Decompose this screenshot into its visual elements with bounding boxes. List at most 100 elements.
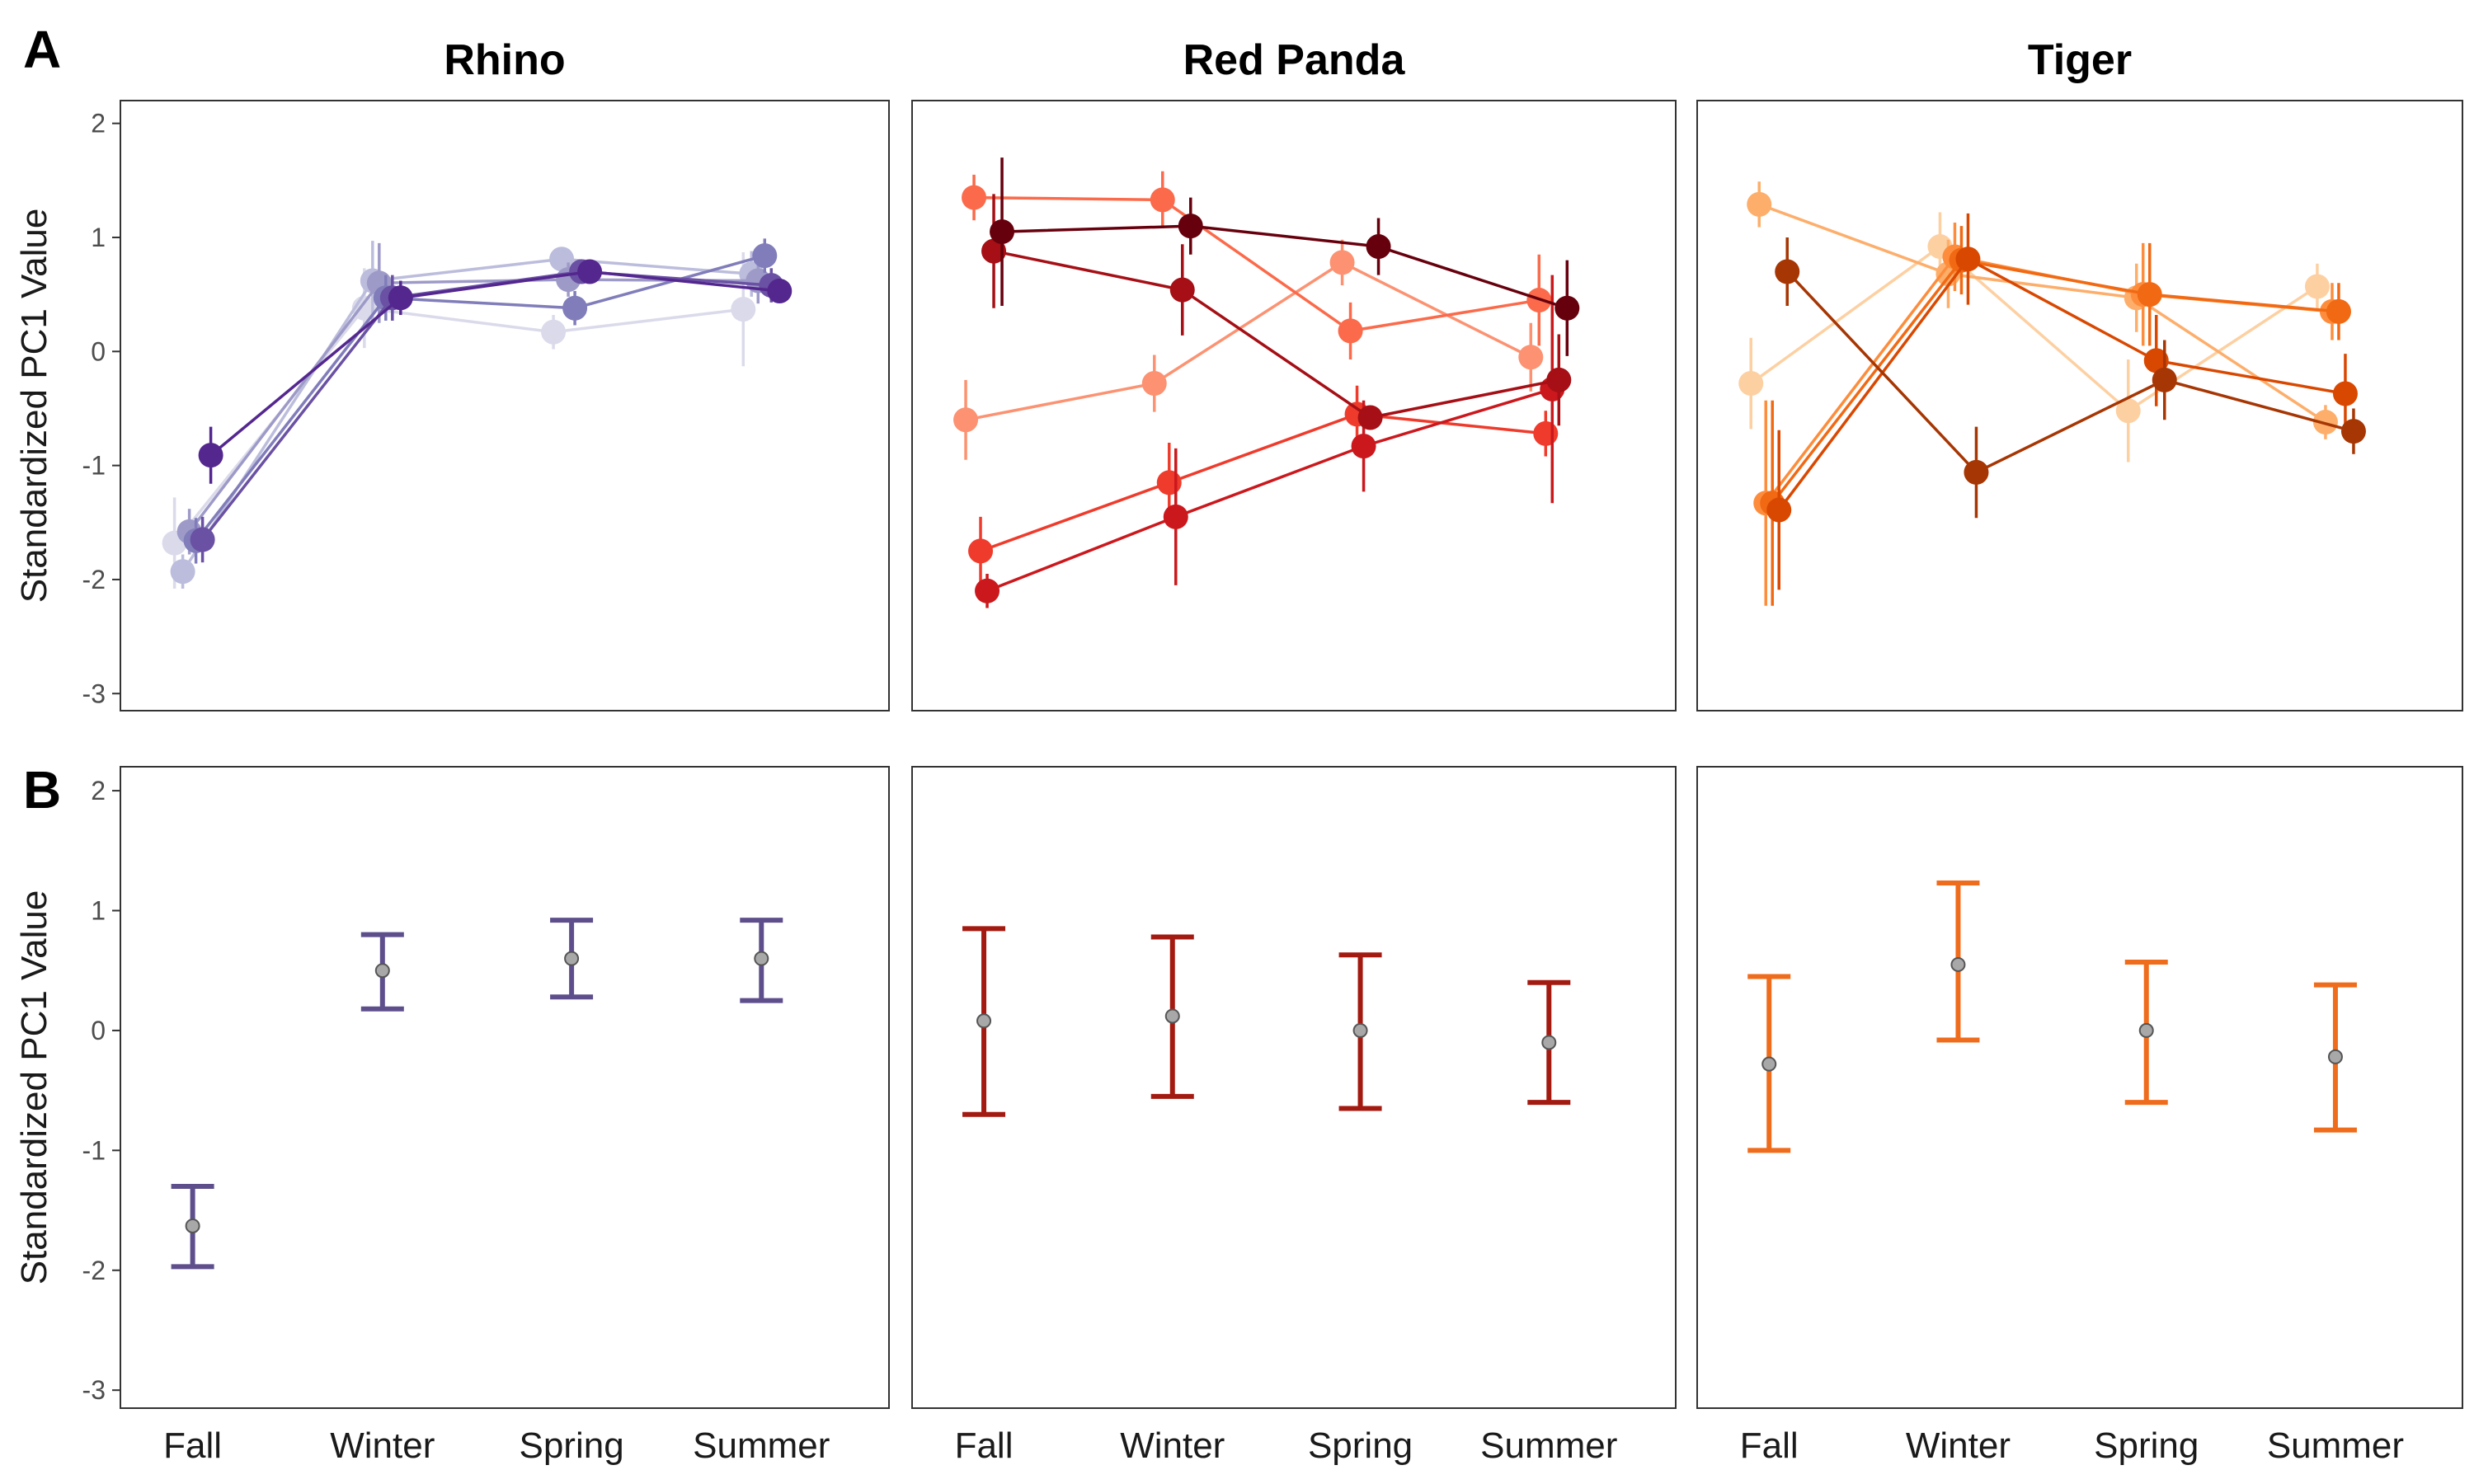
panel-frame [120, 766, 890, 1409]
mean-point [2138, 1022, 2154, 1038]
data-point [1554, 295, 1580, 321]
y-tick-label: 0 [91, 1016, 106, 1045]
data-point [1546, 367, 1572, 392]
panel-a-rhino: Rhino 2 1 0 -1 -2 -3 Standardized PC1 Value [14, 36, 890, 711]
panel-frame [1696, 766, 2463, 1409]
data-point [1156, 470, 1182, 495]
data-point [2312, 410, 2338, 435]
series-line [1758, 203, 2326, 424]
data-point [1955, 247, 1981, 272]
panel-b-tiger: Fall Winter Spring Summer [1696, 766, 2463, 1466]
data-point [962, 185, 987, 210]
mean-point [185, 1218, 200, 1233]
summary-spring [1338, 952, 1382, 1111]
mean-point [1541, 1035, 1557, 1050]
x-tick-label: Winter [1906, 1425, 2011, 1466]
series-line [181, 257, 752, 573]
series-line [1001, 224, 1568, 310]
y-axis-title: Standardized PC1 Value [14, 209, 54, 603]
y-axis-title: Standardized PC1 Value [14, 890, 54, 1285]
series-2 [962, 171, 1552, 359]
y-tick-label: 1 [91, 223, 106, 252]
y-tick-label: -3 [82, 679, 106, 708]
summary-fall [171, 1183, 214, 1270]
x-tick-label: Summer [1480, 1425, 1617, 1466]
data-point [2340, 419, 2366, 444]
mean-point [374, 963, 390, 979]
data-point [2152, 367, 2177, 392]
series-line [980, 412, 1546, 553]
y-tick-label: -2 [82, 565, 106, 594]
y-tick-label: 2 [91, 776, 106, 805]
mean-point [564, 951, 580, 966]
y-tick-label: -1 [82, 1135, 106, 1165]
series-line [1771, 258, 2340, 505]
data-point [975, 578, 1000, 603]
data-point [1150, 187, 1175, 213]
y-tick-label: 1 [91, 896, 106, 926]
data-point [1329, 250, 1355, 275]
data-point [1518, 345, 1544, 370]
x-tick-label: Winter [330, 1425, 435, 1466]
y-tick-label: -2 [82, 1256, 106, 1285]
data-point [577, 259, 603, 284]
y-tick-label: 0 [91, 336, 106, 366]
summary-fall [1747, 974, 1791, 1153]
data-point [2326, 298, 2351, 324]
panel-title: Tiger [2028, 36, 2132, 84]
panel-title: Red Panda [1183, 36, 1406, 84]
x-tick-label: Spring [2094, 1425, 2199, 1466]
x-tick-label: Spring [519, 1425, 623, 1466]
y-tick-label: -3 [82, 1375, 106, 1405]
panel-a-tiger: Tiger [1696, 36, 2463, 711]
data-point [767, 278, 793, 303]
y-tick-label: 2 [91, 109, 106, 139]
series-line [986, 387, 1553, 593]
series-line [195, 254, 765, 542]
x-tick-label: Fall [1740, 1425, 1799, 1466]
summary-fall [962, 926, 1006, 1117]
series-line [965, 261, 1532, 422]
panel-frame [911, 766, 1677, 1409]
series-line [974, 195, 1540, 333]
mean-point [754, 951, 769, 966]
series-line [1750, 244, 2318, 413]
data-point [562, 295, 588, 321]
x-tick-label: Winter [1120, 1425, 1225, 1466]
series-line [209, 270, 780, 457]
data-point [2332, 381, 2358, 406]
data-point [990, 219, 1015, 245]
data-point [190, 527, 215, 552]
data-point [1357, 405, 1383, 430]
summary-summer [740, 918, 783, 1003]
data-point [752, 243, 778, 269]
x-tick-label: Summer [693, 1425, 830, 1466]
summary-spring [2124, 960, 2168, 1106]
data-point [731, 297, 756, 322]
data-point [388, 285, 413, 311]
panel-b-rhino: 2 1 0 -1 -2 -3 Standardized PC1 Value Fall Winte… [14, 766, 890, 1466]
data-point [170, 559, 195, 585]
series-6 [198, 259, 793, 484]
series-5 [1766, 213, 2358, 590]
panels: Rhino 2 1 0 -1 -2 -3 Standardized PC1 Value Red … [14, 36, 2463, 1466]
summary-winter [360, 932, 404, 1012]
data-point [1747, 191, 1772, 217]
x-tick-label: Fall [955, 1425, 1014, 1466]
x-tick-label: Summer [2267, 1425, 2404, 1466]
data-point [981, 238, 1007, 264]
summary-winter [1150, 934, 1194, 1099]
summary-winter [1936, 881, 1980, 1043]
data-point [1366, 234, 1391, 260]
series-line [1777, 257, 2346, 511]
mean-point [1164, 1008, 1180, 1024]
panel-b-red-panda: Fall Winter Spring Summer [911, 766, 1677, 1466]
row-label-a: A [23, 20, 61, 79]
panel-a-red-panda: Red Panda [911, 36, 1677, 711]
mean-point [2327, 1049, 2343, 1064]
data-point [1964, 459, 1989, 485]
series-line [1785, 270, 2354, 475]
panel-frame [911, 100, 1677, 711]
data-point [2115, 398, 2141, 424]
